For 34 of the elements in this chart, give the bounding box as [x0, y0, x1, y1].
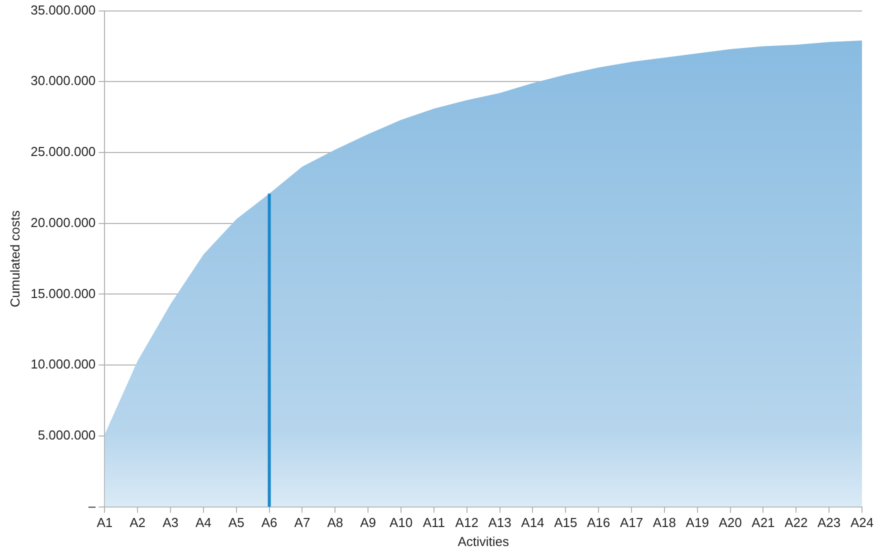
x-tick-label: A2: [130, 515, 146, 530]
x-tick-label: A13: [488, 515, 512, 530]
y-tick-label: 25.000.000: [30, 144, 96, 160]
x-tick-label: A8: [327, 515, 344, 530]
x-tick-label: A9: [360, 515, 376, 530]
x-tick-label: A14: [521, 515, 544, 530]
x-tick-label: A12: [455, 515, 478, 530]
x-tick-label: A7: [294, 515, 310, 530]
x-tick-label: A23: [818, 515, 841, 530]
x-tick-label: A10: [389, 515, 413, 530]
x-tick-label: A4: [195, 515, 212, 530]
x-tick-label: A21: [752, 515, 775, 530]
y-tick-label: 5.000.000: [38, 428, 96, 443]
x-tick-label: A6: [261, 515, 278, 530]
y-tick-label: 30.000.000: [30, 73, 96, 88]
x-axis-title: Activities: [458, 534, 510, 549]
y-axis-title: Cumulated costs: [7, 210, 22, 308]
y-tick-label: 15.000.000: [30, 286, 96, 301]
x-tick-label: A17: [620, 515, 644, 530]
y-tick-label: 20.000.000: [30, 214, 96, 230]
x-tick-label: A19: [686, 515, 709, 530]
x-tick-label: A3: [162, 515, 178, 530]
x-tick-label: A11: [422, 515, 446, 530]
x-tick-label: A1: [96, 515, 113, 530]
x-tick-label: A24: [850, 515, 874, 530]
x-tick-label: A22: [784, 515, 808, 530]
x-tick-label: A15: [554, 515, 578, 530]
y-tick-label: –: [88, 498, 96, 514]
x-tick-label: A18: [652, 515, 676, 530]
x-tick-label: A16: [587, 515, 610, 530]
y-tick-label: 35.000.000: [30, 2, 96, 18]
y-tick-label: 10.000.000: [30, 356, 96, 372]
x-tick-label: A20: [718, 515, 742, 530]
x-tick-label: A5: [228, 515, 244, 530]
